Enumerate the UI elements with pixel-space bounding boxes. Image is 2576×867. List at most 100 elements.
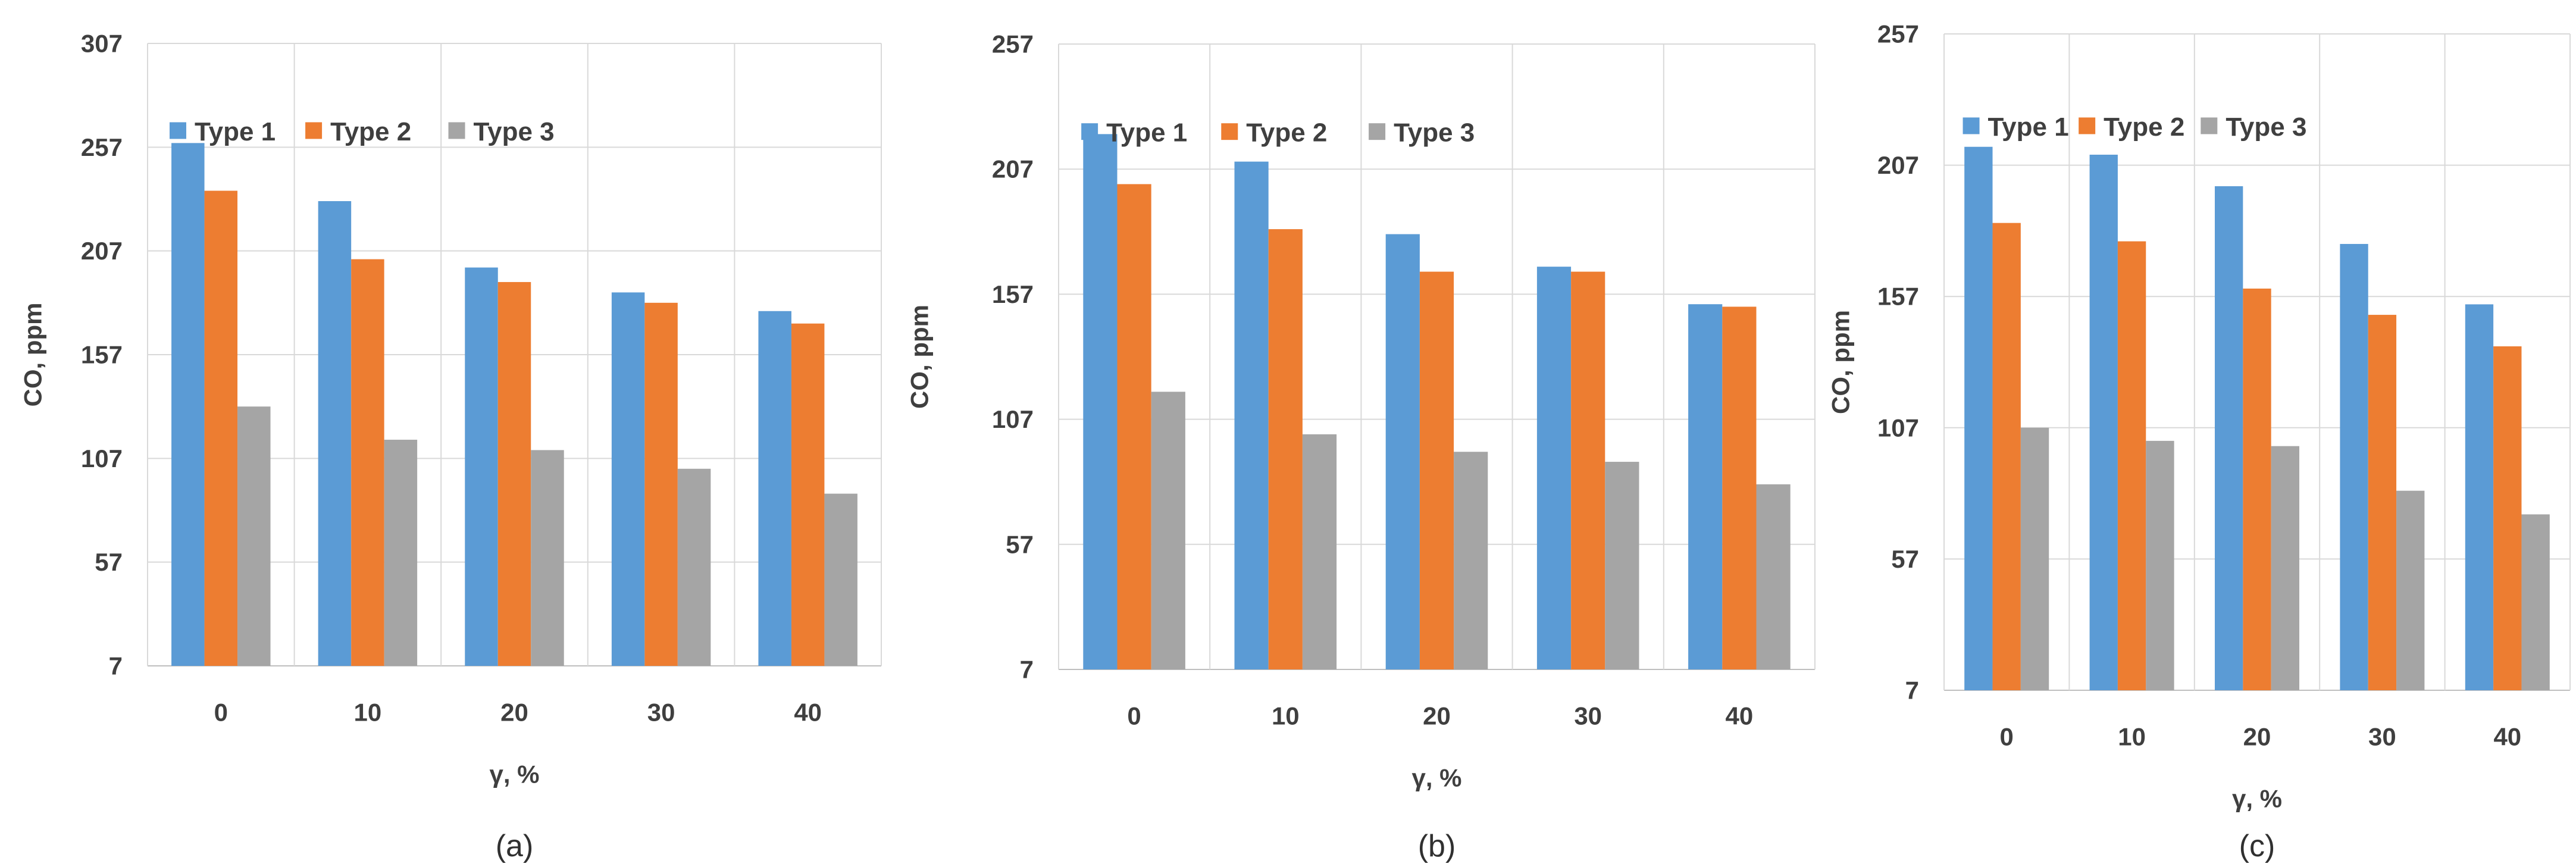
bar-type-1-x40 (758, 311, 791, 666)
legend-swatch-type-2 (1221, 123, 1238, 140)
bar-type-3-x0 (237, 406, 271, 666)
legend-label: Type 2 (2104, 112, 2184, 142)
bar-type-2-x10 (1268, 229, 1303, 669)
bar-type-3-x0 (2020, 427, 2049, 690)
legend-label: Type 1 (1988, 112, 2069, 142)
x-tick-label: 10 (1272, 702, 1300, 730)
legend-swatch-type-3 (448, 122, 465, 139)
bar-type-3-x0 (1151, 392, 1185, 669)
x-tick-label: 10 (2118, 723, 2146, 751)
x-tick-label: 40 (794, 699, 822, 727)
y-axis-title: CO, ppm (19, 303, 47, 407)
bar-type-3-x30 (677, 468, 711, 666)
bar-type-3-x40 (1756, 484, 1791, 669)
bar-type-3-x20 (531, 450, 564, 666)
y-tick-label: 257 (992, 30, 1034, 58)
chart-caption-b: (b) (1417, 829, 1456, 863)
x-tick-label: 0 (1127, 702, 1141, 730)
legend-label: Type 1 (195, 117, 276, 146)
y-axis-title: CO, ppm (1827, 310, 1855, 414)
legend-swatch-type-2 (2079, 117, 2096, 134)
legend-swatch-type-3 (1369, 123, 1386, 140)
y-tick-label: 57 (95, 548, 123, 576)
x-axis-title: γ, % (2232, 785, 2282, 813)
x-axis-title: γ, % (489, 760, 539, 788)
x-tick-label: 30 (2368, 723, 2396, 751)
bar-type-2-x20 (497, 281, 531, 666)
legend-swatch-type-1 (1081, 123, 1098, 140)
legend-swatch-type-2 (305, 122, 323, 139)
bar-type-1-x0 (1083, 134, 1118, 669)
bar-type-1-x20 (2214, 186, 2243, 690)
bar-type-2-x10 (351, 259, 384, 666)
bar-type-2-x0 (1992, 223, 2021, 690)
bar-type-1-x30 (2340, 243, 2368, 691)
x-tick-label: 30 (647, 699, 675, 727)
legend-label: Type 3 (474, 117, 555, 146)
bar-type-3-x10 (1302, 434, 1337, 669)
bar-type-3-x20 (1454, 452, 1488, 669)
bar-type-2-x40 (2493, 346, 2522, 690)
y-tick-label: 107 (1877, 414, 1919, 442)
bar-type-2-x10 (2117, 241, 2146, 691)
bar-type-2-x0 (1117, 184, 1151, 669)
x-tick-label: 0 (2000, 723, 2014, 751)
x-tick-label: 20 (1423, 702, 1451, 730)
bar-type-2-x20 (2243, 288, 2271, 690)
bar-type-1-x40 (2465, 304, 2494, 690)
bar-type-1-x10 (1234, 161, 1269, 669)
x-tick-label: 40 (1726, 702, 1754, 730)
bar-type-1-x20 (1385, 234, 1420, 669)
legend-label: Type 3 (1394, 118, 1475, 148)
bar-type-1-x30 (611, 292, 645, 666)
bar-type-3-x10 (2146, 440, 2174, 690)
legend-label: Type 2 (1246, 118, 1327, 148)
chart-panel-a: 7 57 107 157 207 257 307 0 10 20 30 40 Type 1 Type 2 T… (0, 0, 893, 867)
chart-caption-c: (c) (2239, 829, 2275, 863)
bar-type-1-x30 (1536, 267, 1572, 669)
bar-type-2-x30 (644, 302, 678, 666)
legend-swatch-type-3 (2201, 117, 2218, 134)
y-tick-label: 157 (992, 280, 1034, 308)
chart-panel-c: 7 57 107 157 207 257 0 10 20 30 40 Type 1 Type 2 Type… (1821, 0, 2576, 867)
bar-type-3-x20 (2271, 446, 2300, 690)
y-axis-title: CO, ppm (906, 305, 934, 409)
bar-type-3-x40 (824, 493, 857, 666)
y-tick-label: 57 (1891, 545, 1919, 573)
chart-panel-b: 7 57 107 157 207 257 0 10 20 30 40 Type 1 Type 2 Type… (893, 0, 1821, 867)
bar-type-1-x40 (1688, 304, 1723, 669)
bar-chart-b: 7 57 107 157 207 257 0 10 20 30 40 Type 1 Type 2 Type… (906, 30, 1816, 792)
y-tick-label: 157 (1877, 283, 1919, 311)
x-tick-label: 0 (214, 699, 228, 727)
y-tick-label: 257 (81, 133, 123, 161)
x-tick-label: 20 (500, 699, 528, 727)
bar-chart-a: 7 57 107 157 207 257 307 0 10 20 30 40 Type 1 Type 2 T… (19, 30, 882, 788)
legend-label: Type 3 (2226, 112, 2306, 142)
bar-type-1-x10 (2089, 154, 2118, 690)
y-tick-label: 7 (109, 652, 123, 680)
x-tick-label: 40 (2493, 723, 2521, 751)
legend-swatch-type-1 (1962, 117, 1980, 134)
y-tick-label: 207 (992, 155, 1034, 183)
bar-chart-c: 7 57 107 157 207 257 0 10 20 30 40 Type 1 Type 2 Type… (1827, 20, 2571, 813)
bar-type-2-x40 (1722, 306, 1757, 669)
bar-type-1-x0 (171, 143, 205, 666)
y-tick-label: 57 (1006, 530, 1034, 558)
y-tick-label: 307 (81, 30, 123, 58)
y-tick-label: 207 (81, 237, 123, 265)
y-tick-label: 107 (81, 445, 123, 472)
x-axis-title: γ, % (1411, 764, 1461, 792)
bar-type-3-x30 (1605, 462, 1639, 669)
y-tick-label: 7 (1905, 677, 1919, 705)
bar-type-2-x30 (2368, 315, 2397, 690)
bar-type-2-x40 (791, 323, 825, 666)
bar-type-1-x0 (1964, 146, 1993, 690)
bar-type-2-x0 (204, 190, 238, 666)
x-tick-label: 10 (354, 699, 382, 727)
y-tick-label: 207 (1877, 151, 1919, 179)
y-tick-label: 7 (1020, 656, 1034, 684)
bar-type-1-x20 (465, 267, 498, 666)
x-tick-label: 20 (2243, 723, 2271, 751)
legend-label: Type 2 (330, 117, 411, 146)
